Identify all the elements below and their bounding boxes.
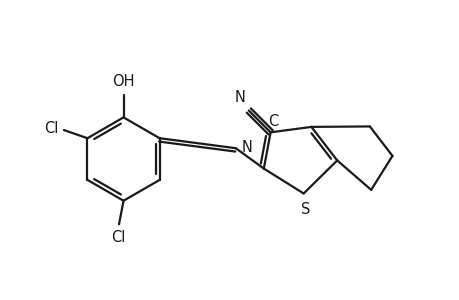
Text: Cl: Cl [44,121,58,136]
Text: N: N [241,140,252,155]
Text: Cl: Cl [111,230,125,245]
Text: N: N [234,90,245,105]
Text: C: C [267,114,278,129]
Text: S: S [301,202,310,217]
Text: OH: OH [112,74,134,89]
